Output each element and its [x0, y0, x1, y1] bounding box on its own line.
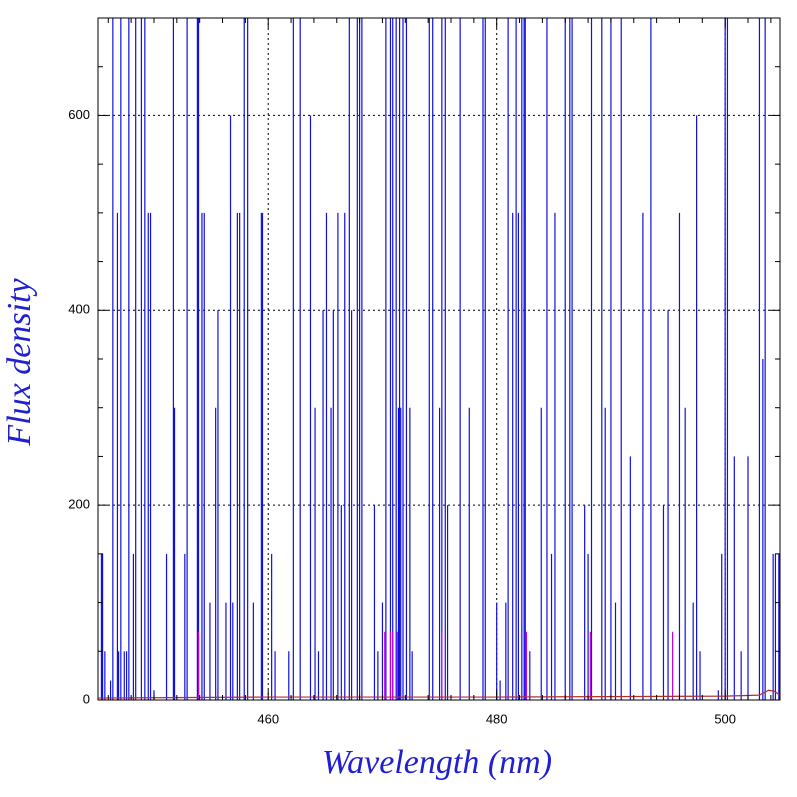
y-tick-label: 400: [68, 302, 90, 317]
y-axis-label: Flux density: [1, 278, 38, 447]
x-tick-label: 460: [257, 711, 279, 726]
ticks: 0 200 400 600 460 480 500: [68, 18, 780, 726]
plot-area: [98, 18, 780, 700]
y-tick-label: 200: [68, 497, 90, 512]
x-axis-label: Wavelength (nm): [322, 744, 552, 781]
y-tick-label: 0: [83, 691, 90, 706]
continuum-line: [98, 689, 780, 699]
x-tick-label: 500: [714, 711, 736, 726]
x-tick-label: 480: [486, 711, 508, 726]
y-tick-label: 600: [68, 107, 90, 122]
